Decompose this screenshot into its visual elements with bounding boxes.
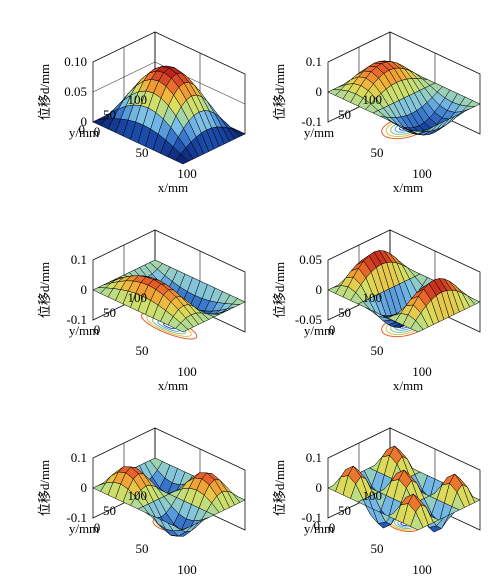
z-tick-label: 0.1 xyxy=(71,450,87,465)
x-tick-label: 0 xyxy=(94,322,101,337)
y-tick-label: 100 xyxy=(363,488,383,503)
surface-patch xyxy=(410,320,424,333)
z-grid-line xyxy=(92,31,246,75)
z-tick-label: 0.10 xyxy=(64,54,87,69)
z-grid-line xyxy=(327,427,481,471)
y-tick-label: 100 xyxy=(363,290,383,305)
z-tick-label: -0.1 xyxy=(66,510,87,525)
z-axis-label: 位移d/mm xyxy=(37,460,52,516)
z-tick-label: 0 xyxy=(81,480,88,495)
x-tick-label: 50 xyxy=(136,145,149,160)
z-tick-label: -0.05 xyxy=(295,312,322,327)
z-tick-label: 0 xyxy=(316,84,323,99)
y-tick-label: 0 xyxy=(314,518,321,533)
z-grid-line xyxy=(327,229,481,273)
z-tick-label: -0.1 xyxy=(301,510,322,525)
z-axis-label: 位移d/mm xyxy=(272,262,287,318)
y-tick-label: 50 xyxy=(338,305,351,320)
z-tick-label: 0.1 xyxy=(71,252,87,267)
y-axis-label: y/mm xyxy=(304,323,334,338)
x-axis-label: x/mm xyxy=(393,378,423,393)
z-tick-label: 0 xyxy=(81,114,88,129)
z-grid-line xyxy=(92,427,246,471)
z-tick-label: 0 xyxy=(316,282,323,297)
z-tick-label: 0.1 xyxy=(306,450,322,465)
x-tick-label: 100 xyxy=(177,166,197,181)
surface-patch xyxy=(175,322,189,333)
z-tick-label: 0.05 xyxy=(64,84,87,99)
x-tick-label: 0 xyxy=(329,520,336,535)
x-tick-label: 50 xyxy=(371,343,384,358)
y-tick-label: 50 xyxy=(338,503,351,518)
panel-2: -0.1 0 0.1 50 100 100 50 x/mm y/mm 位移d/mm xyxy=(272,31,481,195)
z-grid-line xyxy=(327,31,481,75)
x-tick-label: 50 xyxy=(371,145,384,160)
y-axis-label: y/mm xyxy=(69,521,99,536)
y-tick-label: 0 xyxy=(79,122,86,137)
y-tick-label: 100 xyxy=(363,92,383,107)
z-tick-label: 0 xyxy=(316,480,323,495)
z-grid-line xyxy=(92,229,246,273)
z-axis-label: 位移d/mm xyxy=(272,64,287,120)
x-tick-label: 100 xyxy=(177,364,197,379)
x-tick-label: 100 xyxy=(412,562,432,576)
surface-patch xyxy=(410,511,424,531)
y-axis-label: y/mm xyxy=(69,125,99,140)
surface-patch xyxy=(410,130,424,135)
y-tick-label: 100 xyxy=(128,92,148,107)
y-tick-label: 50 xyxy=(103,305,116,320)
y-axis-label: y/mm xyxy=(304,125,334,140)
x-axis-label: x/mm xyxy=(393,180,423,195)
z-axis-label: 位移d/mm xyxy=(272,460,287,516)
z-tick-label: 0.05 xyxy=(299,252,322,267)
x-tick-label: 0 xyxy=(94,124,101,139)
z-tick-label: -0.1 xyxy=(301,114,322,129)
y-tick-label: 50 xyxy=(103,107,116,122)
x-axis-label: x/mm xyxy=(158,378,188,393)
z-tick-label: 0 xyxy=(81,282,88,297)
y-axis-label: y/mm xyxy=(69,323,99,338)
y-tick-label: 50 xyxy=(103,503,116,518)
z-axis-label: 位移d/mm xyxy=(37,64,52,120)
x-tick-label: 0 xyxy=(94,520,101,535)
x-axis-label: x/mm xyxy=(158,180,188,195)
y-tick-label: 50 xyxy=(338,107,351,122)
y-tick-label: 100 xyxy=(128,488,148,503)
surface-patch xyxy=(175,153,189,165)
surface-patch xyxy=(175,526,189,531)
x-tick-label: 100 xyxy=(412,364,432,379)
y-axis-label: y/mm xyxy=(304,521,334,536)
x-tick-label: 100 xyxy=(412,166,432,181)
z-tick-label: 0.1 xyxy=(306,54,322,69)
x-tick-label: 50 xyxy=(136,343,149,358)
z-tick-label: -0.1 xyxy=(66,312,87,327)
x-tick-label: 50 xyxy=(136,541,149,556)
y-tick-label: 100 xyxy=(128,290,148,305)
x-tick-label: 50 xyxy=(371,541,384,556)
x-tick-label: 0 xyxy=(329,322,336,337)
x-tick-label: 100 xyxy=(177,562,197,576)
z-axis-label: 位移d/mm xyxy=(37,262,52,318)
z-grid-line xyxy=(92,61,246,105)
